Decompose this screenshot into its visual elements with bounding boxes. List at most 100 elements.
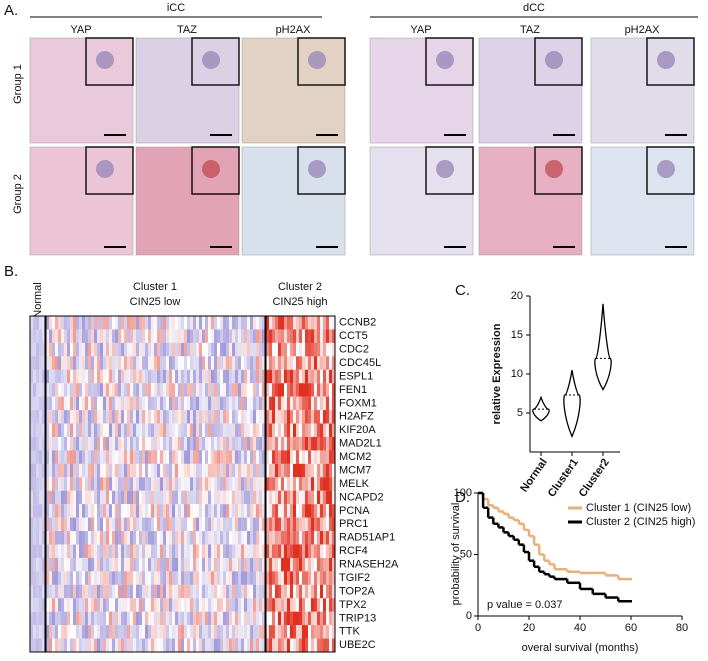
heatmap-cell	[97, 490, 101, 505]
heatmap-cell	[30, 369, 34, 384]
heatmap-cell	[253, 396, 257, 411]
heatmap-cell	[100, 329, 104, 343]
heatmap-cell	[278, 450, 282, 464]
heatmap-cell	[269, 490, 273, 505]
heatmap-cell	[284, 369, 288, 384]
heatmap-cell	[259, 329, 263, 343]
heatmap-cell	[85, 531, 89, 545]
heatmap-cell	[296, 463, 300, 478]
heatmap-cell	[296, 396, 300, 411]
heatmap-cell	[208, 463, 212, 478]
nucleus	[308, 51, 326, 69]
heatmap-cell	[232, 463, 236, 478]
heatmap-cell	[181, 477, 185, 491]
heatmap-cell	[223, 611, 227, 626]
heatmap-cell	[220, 356, 224, 370]
heatmap-cell	[127, 369, 131, 384]
heatmap-cell	[235, 598, 239, 612]
heatmap-cell	[130, 342, 134, 357]
heatmap-cell	[73, 625, 77, 639]
heatmap-cell	[284, 638, 288, 653]
heatmap-cell	[42, 396, 46, 411]
heatmap-cell	[82, 356, 86, 370]
heatmap-cell	[85, 329, 89, 343]
heatmap-cell	[223, 598, 227, 612]
heatmap-cell	[130, 611, 134, 626]
heatmap-cell	[290, 356, 294, 370]
heatmap-cell	[76, 584, 80, 599]
heatmap-cell	[238, 423, 242, 438]
heatmap-cell	[97, 571, 101, 585]
heatmap-cell	[169, 477, 173, 491]
heatmap-cell	[190, 611, 194, 626]
heatmap-cell	[256, 342, 260, 357]
heatmap-cell	[142, 396, 146, 411]
heatmap-cell	[175, 504, 179, 518]
heatmap-cell	[238, 410, 242, 424]
heatmap-cell	[311, 638, 315, 653]
heatmap-cell	[208, 410, 212, 424]
heatmap-cell	[290, 463, 294, 478]
heatmap-cell	[33, 504, 37, 518]
heatmap-cell	[121, 598, 125, 612]
heatmap-cell	[320, 436, 324, 451]
heatmap-cell	[100, 356, 104, 370]
heatmap-cell	[190, 369, 194, 384]
heatmap-cell	[229, 477, 233, 491]
heatmap-cell	[106, 557, 110, 572]
heatmap-cell	[49, 410, 53, 424]
heatmap-cell	[311, 531, 315, 545]
heatmap-cell	[136, 477, 140, 491]
heatmap-cell	[223, 316, 227, 330]
heatmap-cell	[226, 557, 230, 572]
heatmap-cell	[235, 450, 239, 464]
heatmap-cell	[142, 342, 146, 357]
heatmap-cell	[61, 329, 65, 343]
heatmap-cell	[103, 356, 107, 370]
heatmap-cell	[187, 316, 191, 330]
heatmap-cell	[91, 557, 95, 572]
heatmap-cell	[118, 531, 122, 545]
heatmap-cell	[305, 383, 309, 397]
heatmap-cell	[256, 356, 260, 370]
heatmap-cell	[296, 517, 300, 532]
heatmap-cell	[121, 490, 125, 505]
heatmap-cell	[148, 329, 152, 343]
heatmap-cell	[121, 611, 125, 626]
heatmap-cell	[278, 625, 282, 639]
heatmap-cell	[49, 490, 53, 505]
heatmap-cell	[139, 584, 143, 599]
heatmap-cell	[145, 517, 149, 532]
heatmap-cell	[305, 342, 309, 357]
heatmap-cell	[296, 531, 300, 545]
heatmap-cell	[199, 544, 203, 559]
heatmap-cell	[259, 544, 263, 559]
heatmap-cell	[106, 638, 110, 653]
heatmap-cell	[317, 423, 321, 438]
heatmap-cell	[262, 410, 266, 424]
heatmap-cell	[299, 584, 303, 599]
heatmap-cell	[290, 329, 294, 343]
heatmap-cell	[223, 625, 227, 639]
gene-label: TTK	[339, 626, 360, 638]
heatmap-cell	[121, 396, 125, 411]
heatmap-cell	[118, 316, 122, 330]
heatmap-cell	[163, 477, 167, 491]
heatmap-cell	[42, 410, 46, 424]
heatmap-cell	[49, 557, 53, 572]
heatmap-cell	[205, 450, 209, 464]
heatmap-cell	[52, 423, 56, 438]
heatmap-cell	[181, 544, 185, 559]
heatmap-cell	[36, 598, 40, 612]
heatmap-cell	[178, 584, 182, 599]
heatmap-cell	[214, 383, 218, 397]
heatmap-cell	[281, 638, 285, 653]
heatmap-cell	[229, 571, 233, 585]
heatmap-cell	[262, 571, 266, 585]
heatmap-cell	[91, 517, 95, 532]
heatmap-cell	[256, 396, 260, 411]
heatmap-cell	[160, 436, 164, 451]
heatmap-cell	[49, 356, 53, 370]
heatmap-cell	[184, 571, 188, 585]
heatmap-cell	[49, 383, 53, 397]
